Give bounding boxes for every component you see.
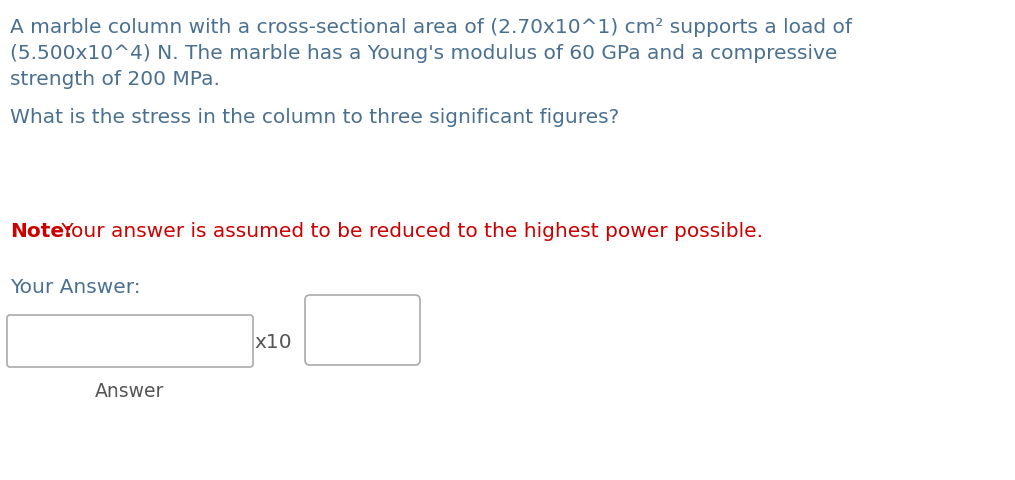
FancyBboxPatch shape <box>7 315 253 367</box>
Text: Answer: Answer <box>95 382 164 401</box>
Text: Note:: Note: <box>10 222 72 241</box>
Text: A marble column with a cross-sectional area of (2.70x10^1) cm² supports a load o: A marble column with a cross-sectional a… <box>10 18 852 37</box>
Text: x10: x10 <box>254 334 291 352</box>
Text: Your answer is assumed to be reduced to the highest power possible.: Your answer is assumed to be reduced to … <box>55 222 763 241</box>
Text: strength of 200 MPa.: strength of 200 MPa. <box>10 70 220 89</box>
FancyBboxPatch shape <box>304 295 420 365</box>
Text: Your Answer:: Your Answer: <box>10 278 141 297</box>
Text: (5.500x10^4) N. The marble has a Young's modulus of 60 GPa and a compressive: (5.500x10^4) N. The marble has a Young's… <box>10 44 837 63</box>
Text: What is the stress in the column to three significant figures?: What is the stress in the column to thre… <box>10 108 619 127</box>
